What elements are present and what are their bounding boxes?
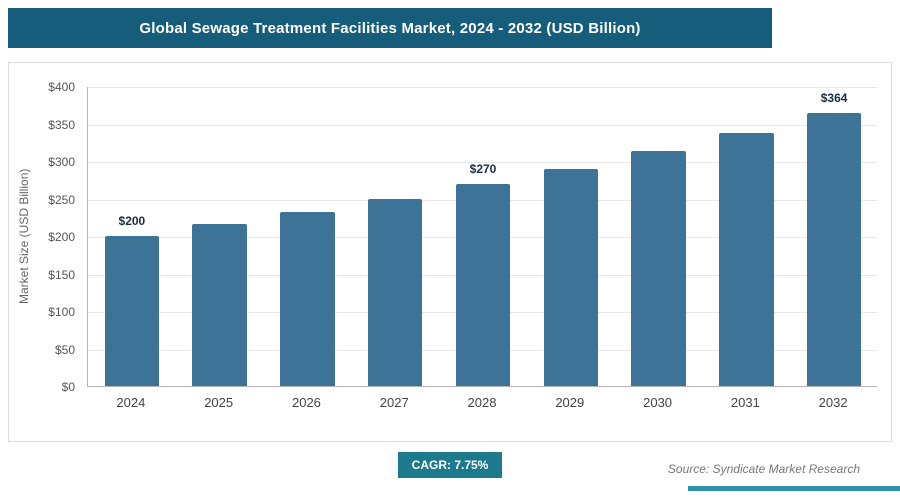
bar [455, 183, 511, 386]
gridline [88, 124, 877, 126]
y-axis-ticks: $0 $50 $100 $150 $200 $250 $300 $350 $400 [9, 80, 81, 394]
bar-value-label: $364 [820, 91, 848, 105]
bar [806, 113, 862, 386]
source-accent-bar [688, 486, 900, 491]
y-tick-label: $50 [54, 342, 75, 357]
plot-area: $200 $270 $364 [87, 87, 877, 387]
bar [719, 133, 774, 386]
gridline [88, 87, 877, 88]
x-tick-label: 2024 [116, 395, 146, 410]
y-tick-label: $350 [48, 117, 75, 132]
bar-value-label: $200 [118, 214, 146, 228]
x-tick-label: 2029 [555, 395, 585, 410]
x-tick-label: 2030 [643, 395, 673, 410]
bar [631, 151, 686, 386]
bar [543, 168, 598, 386]
x-tick-label: 2032 [818, 395, 848, 410]
y-tick-label: $400 [48, 80, 75, 94]
y-tick-label: $100 [48, 305, 75, 319]
y-tick-label: $150 [48, 267, 75, 282]
chart-container: Market Size (USD Billion) $0 $50 $100 $150 $… [8, 62, 892, 442]
cagr-label: CAGR: 7.75% [411, 458, 489, 472]
chart-title: Global Sewage Treatment Facilities Marke… [139, 19, 641, 37]
bar [192, 224, 247, 386]
y-tick-label: $0 [61, 380, 75, 394]
y-tick-label: $250 [48, 192, 75, 207]
y-tick-label: $300 [48, 155, 75, 169]
source-text: Source: Syndicate Market Research [667, 462, 860, 476]
x-tick-label: 2027 [379, 395, 409, 410]
bar [368, 198, 423, 386]
x-tick-label: 2026 [291, 395, 321, 410]
bar [280, 212, 335, 386]
y-tick-label: $200 [48, 230, 75, 244]
x-tick-label: 2025 [204, 395, 234, 410]
x-tick-label: 2031 [730, 395, 760, 410]
cagr-badge: CAGR: 7.75% [398, 452, 502, 478]
chart-title-banner: Global Sewage Treatment Facilities Marke… [8, 8, 772, 48]
bar-value-label: $270 [469, 161, 497, 176]
bar [104, 236, 160, 386]
x-axis-labels: 2024 2025 2026 2027 2028 2029 2030 2031 2032 [87, 395, 877, 417]
x-tick-label: 2028 [467, 395, 497, 410]
gridline [88, 162, 877, 163]
